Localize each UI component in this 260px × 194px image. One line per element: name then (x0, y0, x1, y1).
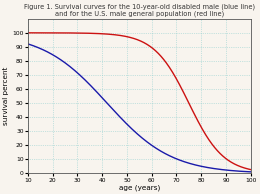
Y-axis label: survival percent: survival percent (3, 67, 9, 125)
Title: Figure 1. Survival curves for the 10-year-old disabled male (blue line)
and for : Figure 1. Survival curves for the 10-yea… (24, 3, 255, 17)
X-axis label: age (years): age (years) (119, 184, 160, 191)
